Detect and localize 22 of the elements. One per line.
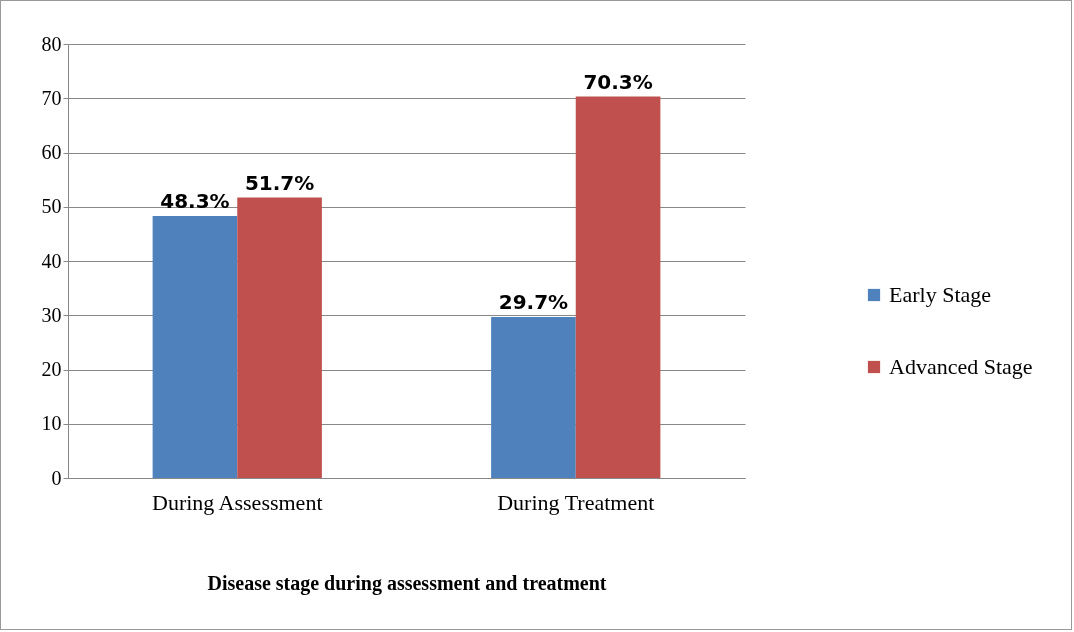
data-label: 48.3% — [160, 188, 230, 213]
bar — [237, 197, 322, 478]
y-tick-label: 40 — [41, 249, 62, 272]
y-tick-label: 10 — [41, 412, 62, 435]
y-tick-label: 0 — [51, 466, 62, 489]
data-label: 70.3% — [583, 69, 653, 94]
y-tick-label: 20 — [41, 358, 62, 380]
x-axis-title: Disease stage during assessment and treatment — [207, 571, 607, 595]
y-tick-label: 60 — [41, 141, 62, 163]
bar — [575, 96, 661, 478]
y-tick-label: 50 — [41, 195, 62, 218]
bar — [152, 215, 238, 478]
y-tick-label: 70 — [41, 86, 62, 109]
bar — [491, 316, 576, 478]
legend-label: Early Stage — [889, 282, 992, 307]
legend-label: Advanced Stage — [889, 354, 1033, 379]
data-label: 29.7% — [498, 289, 569, 314]
y-tick-label: 30 — [41, 303, 62, 326]
y-tick-label: 80 — [41, 32, 62, 55]
x-tick-label: During Assessment — [152, 489, 323, 515]
x-tick-label: During Treatment — [497, 489, 655, 515]
data-label: 51.7% — [244, 170, 315, 195]
